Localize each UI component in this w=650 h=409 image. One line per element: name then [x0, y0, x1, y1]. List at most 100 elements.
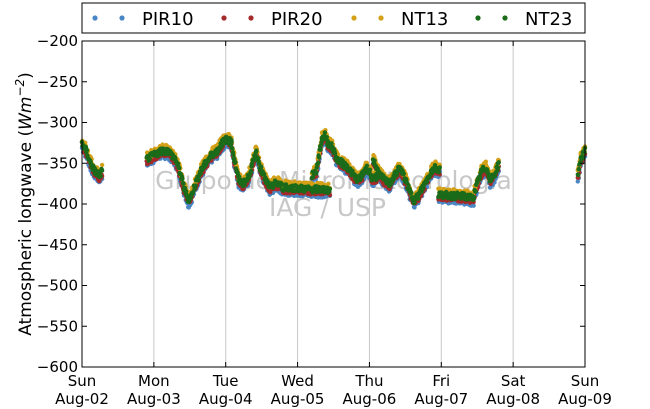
data-point: [84, 148, 90, 153]
y-tick-label: −250: [37, 73, 78, 91]
x-tick-label-day: Thu: [354, 372, 383, 390]
data-point: [230, 146, 235, 151]
y-axis-label-text: Atmospheric longwave (: [16, 130, 36, 336]
points-layer: [79, 128, 588, 210]
data-point: [364, 163, 370, 168]
data-point: [181, 181, 186, 186]
data-point: [406, 183, 411, 188]
data-point: [496, 165, 501, 170]
y-axis-label-close: ): [16, 72, 36, 79]
data-point: [416, 196, 421, 201]
data-point: [424, 179, 430, 184]
data-point: [409, 190, 414, 195]
data-point: [496, 160, 501, 165]
data-point: [256, 161, 262, 166]
data-point: [401, 171, 406, 176]
axis-layer: −200−250−300−350−400−450−500−550−600SunA…: [37, 32, 612, 408]
data-point: [575, 179, 580, 184]
data-point: [322, 130, 328, 135]
data-point: [99, 168, 105, 173]
x-tick-label-date: Aug-08: [486, 390, 540, 408]
data-point: [147, 156, 152, 161]
data-point: [310, 174, 316, 180]
x-tick-label-day: Sun: [571, 372, 600, 390]
legend-label: NT13: [401, 9, 448, 30]
x-tick-label-date: Aug-02: [55, 390, 109, 408]
data-point: [316, 155, 322, 160]
legend-marker: [119, 15, 125, 21]
data-point: [219, 143, 225, 148]
x-tick-label-date: Aug-05: [271, 390, 325, 408]
data-point: [324, 135, 329, 140]
data-point: [254, 148, 259, 153]
x-tick-label-date: Aug-06: [343, 390, 397, 408]
x-tick-label-day: Sun: [68, 372, 97, 390]
x-tick-label-day: Wed: [281, 372, 314, 390]
data-point: [483, 159, 488, 164]
legend-marker: [351, 15, 357, 21]
data-point: [314, 170, 319, 175]
y-tick-label: −500: [37, 277, 78, 295]
x-tick-label-date: Aug-07: [414, 390, 468, 408]
data-point: [329, 141, 334, 146]
data-point: [316, 160, 321, 165]
data-point: [576, 167, 581, 172]
y-tick-label: −600: [37, 358, 78, 376]
data-point: [473, 189, 478, 194]
data-point: [327, 186, 333, 191]
y-axis-label: Atmospheric longwave (Wm−2): [13, 72, 36, 336]
x-tick-label-day: Sat: [501, 372, 526, 390]
data-point: [231, 152, 236, 158]
data-point: [576, 172, 581, 178]
y-tick-label: −450: [37, 236, 78, 254]
data-point: [196, 177, 201, 182]
y-axis-label-exponent: −2: [13, 79, 27, 97]
data-point: [177, 165, 182, 171]
data-point: [332, 151, 338, 156]
data-point: [367, 167, 373, 172]
data-point: [437, 165, 442, 170]
series-NT23: [79, 130, 588, 206]
data-point: [99, 162, 105, 168]
data-point: [211, 154, 216, 159]
data-point: [184, 189, 189, 194]
data-point: [318, 147, 323, 152]
data-point: [477, 174, 483, 180]
data-point: [471, 195, 477, 200]
legend-marker: [378, 15, 384, 21]
legend-label: PIR10: [142, 9, 194, 30]
x-tick-label-day: Fri: [432, 372, 450, 390]
y-tick-label: −550: [37, 317, 78, 335]
legend-label: PIR20: [271, 9, 323, 30]
y-tick-label: −300: [37, 114, 78, 132]
legend-marker: [502, 15, 508, 21]
data-point: [314, 165, 319, 170]
x-tick-label-date: Aug-04: [199, 390, 253, 408]
legend-marker: [475, 15, 481, 21]
data-point: [180, 176, 185, 182]
x-tick-label-day: Mon: [138, 372, 170, 390]
data-point: [248, 168, 254, 174]
legend-box: [81, 2, 586, 34]
x-tick-label-date: Aug-03: [127, 390, 181, 408]
data-point: [237, 174, 242, 180]
y-tick-label: −400: [37, 195, 78, 213]
legend: PIR10 PIR20 NT13 NT23: [81, 2, 586, 34]
data-point: [175, 161, 181, 166]
data-point: [259, 164, 264, 169]
x-tick-label-day: Tue: [212, 372, 239, 390]
data-point: [233, 160, 238, 165]
data-point: [471, 203, 476, 208]
legend-marker: [221, 15, 227, 21]
data-point: [485, 170, 491, 176]
data-point: [326, 181, 331, 186]
legend-marker: [248, 15, 254, 21]
data-point: [372, 158, 377, 163]
legend-label: NT23: [525, 9, 572, 30]
data-point: [98, 174, 103, 179]
data-point: [412, 200, 417, 205]
y-tick-label: −200: [37, 32, 78, 50]
y-axis-label-unit: Wm: [16, 97, 36, 130]
x-tick-label-date: Aug-09: [558, 390, 612, 408]
